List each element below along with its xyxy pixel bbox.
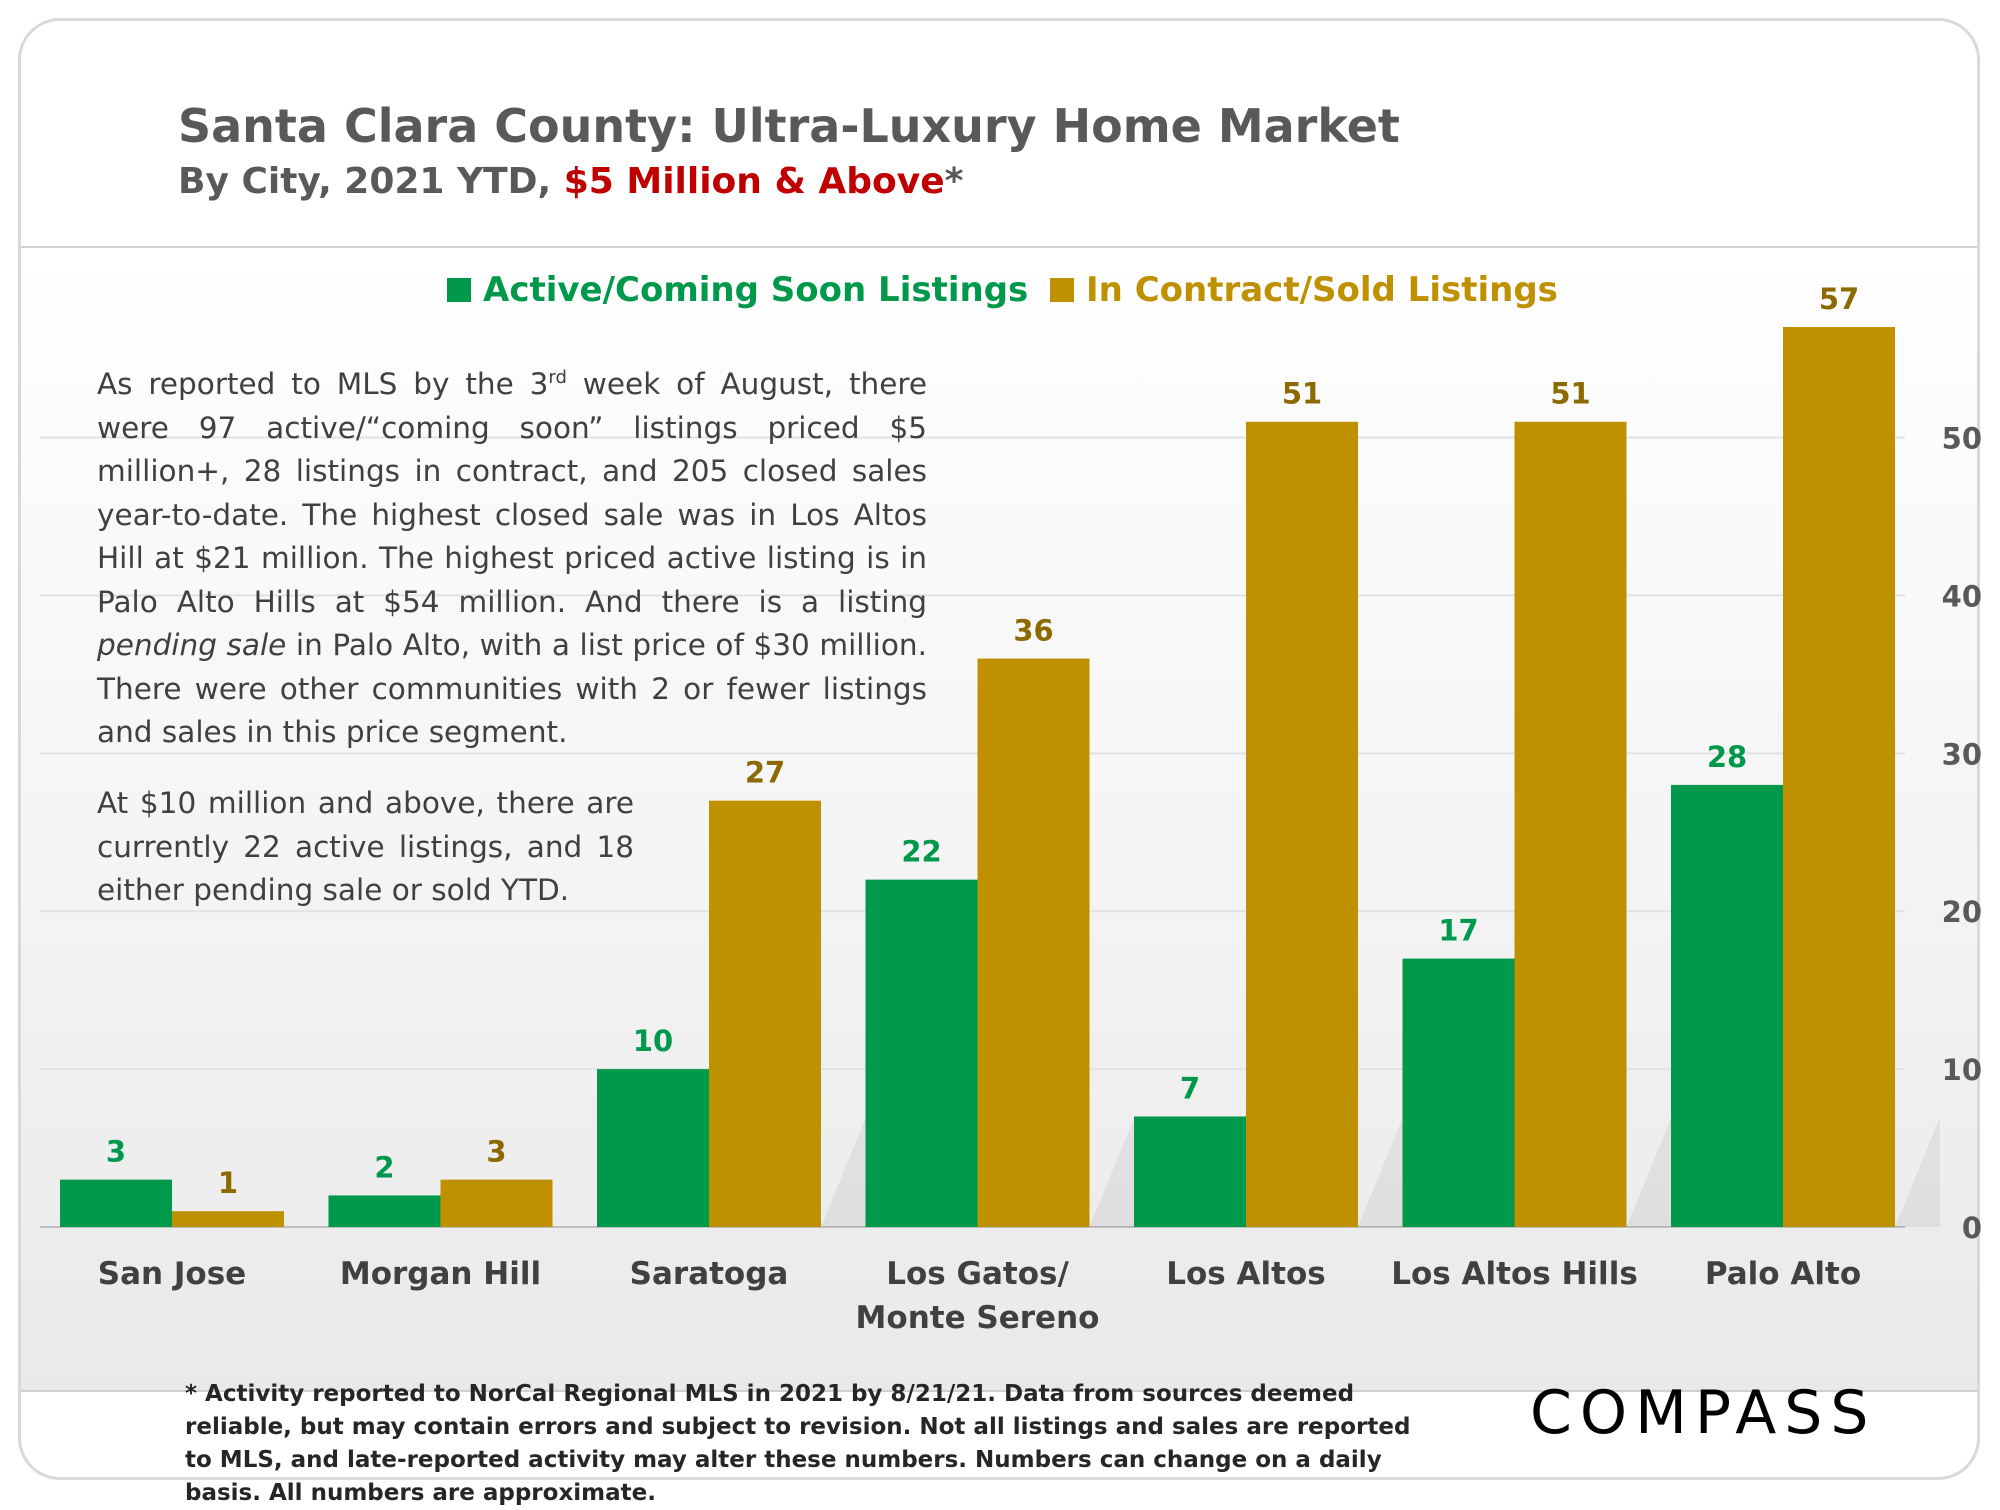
annotation-text-b: week of August, there were 97 active/“co… <box>97 367 927 619</box>
bar-sold-6 <box>1783 327 1895 1227</box>
bar-sold-2 <box>709 800 821 1227</box>
legend-item-sold: In Contract/Sold Listings <box>1050 270 1558 310</box>
data-label-active-4: 7 <box>1180 1071 1200 1105</box>
y-axis-ticks: 0 10 20 30 40 50 <box>1942 422 1982 1245</box>
data-label-sold-5: 51 <box>1550 377 1590 411</box>
bar-active-1 <box>328 1195 441 1227</box>
data-label-active-3: 22 <box>901 835 941 869</box>
bar-sold-0 <box>172 1211 284 1227</box>
header: Santa Clara County: Ultra-Luxury Home Ma… <box>21 21 1977 246</box>
annotation-paragraph-2: At $10 million and above, there are curr… <box>97 786 634 907</box>
chart-subtitle: By City, 2021 YTD, $5 Million & Above* <box>178 161 963 202</box>
y-tick-label-10: 10 <box>1942 1053 1982 1087</box>
category-label-3-line-0: Los Gatos/ <box>886 1256 1069 1292</box>
data-label-active-5: 17 <box>1438 914 1478 948</box>
subtitle-highlight: $5 Million & Above <box>563 161 945 202</box>
legend-item-active: Active/Coming Soon Listings <box>447 270 1028 310</box>
legend-swatch-active <box>447 278 471 302</box>
data-label-active-6: 28 <box>1707 740 1747 774</box>
y-tick-label-40: 40 <box>1942 579 1982 613</box>
legend-label-active: Active/Coming Soon Listings <box>483 270 1029 310</box>
legend-label-sold: In Contract/Sold Listings <box>1086 270 1558 310</box>
bar-active-0 <box>60 1179 172 1227</box>
data-label-active-0: 3 <box>106 1135 126 1169</box>
annotation-text-c: in Palo Alto, with a list price of $30 m… <box>97 628 927 749</box>
data-label-active-1: 2 <box>374 1150 394 1184</box>
y-tick-label-50: 50 <box>1942 422 1982 456</box>
bar-active-3 <box>865 879 978 1227</box>
bar-shadow <box>1089 1117 1135 1227</box>
category-label-2: Saratoga <box>630 1256 789 1292</box>
y-tick-label-20: 20 <box>1942 895 1982 929</box>
compass-logo: COMPASS <box>1530 1378 1877 1448</box>
x-axis-categories: San Jose Morgan Hill Saratoga Los Gatos/Mon… <box>98 1256 1861 1336</box>
bar-sold-1 <box>440 1179 553 1227</box>
bar-sold-3 <box>977 658 1090 1227</box>
annotation-superscript: rd <box>548 367 567 389</box>
data-label-sold-3: 36 <box>1013 614 1053 648</box>
category-label-3-line-1: Monte Sereno <box>856 1300 1100 1336</box>
bar-active-5 <box>1402 958 1515 1227</box>
data-labels: 3 1 2 3 10 27 22 36 7 51 17 51 28 57 <box>106 282 1859 1200</box>
y-tick-label-0: 0 <box>1962 1211 1982 1245</box>
annotation-text-a: As reported to MLS by the 3 <box>97 367 549 401</box>
data-label-sold-0: 1 <box>218 1166 238 1200</box>
bar-active-4 <box>1134 1116 1246 1227</box>
category-label-1: Morgan Hill <box>340 1256 541 1292</box>
bar-shadow <box>1358 1117 1403 1227</box>
bar-shadow <box>1626 1117 1672 1227</box>
data-label-sold-2: 27 <box>745 756 785 790</box>
category-label-0: San Jose <box>98 1256 246 1292</box>
bar-active-6 <box>1671 784 1783 1227</box>
subtitle-prefix: By City, 2021 YTD, <box>178 161 564 202</box>
data-label-sold-1: 3 <box>486 1135 506 1169</box>
data-label-sold-4: 51 <box>1282 377 1322 411</box>
legend: Active/Coming Soon Listings In Contract/… <box>0 270 2000 320</box>
footnote: * Activity reported to NorCal Regional M… <box>185 1381 1411 1506</box>
category-label-5: Los Altos Hills <box>1391 1256 1638 1292</box>
bar-sold-4 <box>1246 421 1358 1228</box>
data-label-active-2: 10 <box>633 1024 673 1058</box>
category-label-4: Los Altos <box>1166 1256 1325 1292</box>
chart-title: Santa Clara County: Ultra-Luxury Home Ma… <box>178 99 1400 153</box>
subtitle-suffix: * <box>944 161 964 202</box>
annotation-paragraph-1: As reported to MLS by the 3rd week of Au… <box>97 363 927 755</box>
legend-swatch-sold <box>1050 278 1074 302</box>
data-label-sold-6: 57 <box>1819 282 1859 316</box>
bar-shadow <box>821 1117 866 1227</box>
annotation-emphasis: pending sale <box>97 628 287 662</box>
bars <box>60 327 1895 1228</box>
bar-shadow <box>1895 1117 1940 1227</box>
category-label-6: Palo Alto <box>1705 1256 1861 1292</box>
bar-shadows <box>821 1117 1940 1227</box>
bar-sold-5 <box>1514 421 1627 1228</box>
bar-active-2 <box>597 1069 709 1227</box>
y-tick-label-30: 30 <box>1942 737 1982 771</box>
